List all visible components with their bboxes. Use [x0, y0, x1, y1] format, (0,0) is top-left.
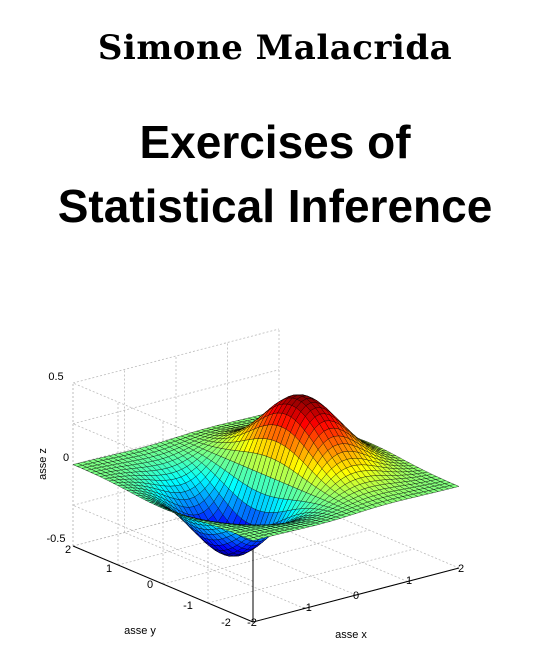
x-tick-1: 1: [406, 575, 412, 587]
book-title: Exercises of Statistical Inference: [0, 110, 550, 238]
y-tick-2: 2: [65, 544, 71, 556]
x-tick-neg2: -2: [247, 617, 257, 629]
y-axis-label: asse y: [124, 625, 156, 637]
axis-tick-labels: 0.5 0 -0.5 2 1 0 -1 -2 -2 -1 0 1 2 asse …: [37, 371, 464, 641]
x-axis-label: asse x: [335, 629, 367, 641]
z-tick-neg0.5: -0.5: [47, 533, 66, 545]
x-tick-neg1: -1: [302, 602, 312, 614]
surface-plot: 0.5 0 -0.5 2 1 0 -1 -2 -2 -1 0 1 2 asse …: [37, 328, 464, 641]
z-tick-0.5: 0.5: [48, 371, 63, 383]
title-line-2: Statistical Inference: [57, 180, 493, 232]
x-tick-0: 0: [353, 590, 359, 602]
z-tick-0: 0: [63, 452, 69, 464]
y-tick-0: 0: [147, 579, 153, 591]
title-line-1: Exercises of: [139, 116, 411, 168]
y-tick-neg2: -2: [221, 617, 231, 629]
z-axis-label: asse z: [37, 448, 49, 480]
y-tick-neg1: -1: [183, 600, 193, 612]
author-name: Simone Malacrida: [97, 28, 453, 68]
y-tick-1: 1: [106, 563, 112, 575]
x-tick-2: 2: [458, 563, 464, 575]
surface-mesh: [72, 394, 460, 557]
